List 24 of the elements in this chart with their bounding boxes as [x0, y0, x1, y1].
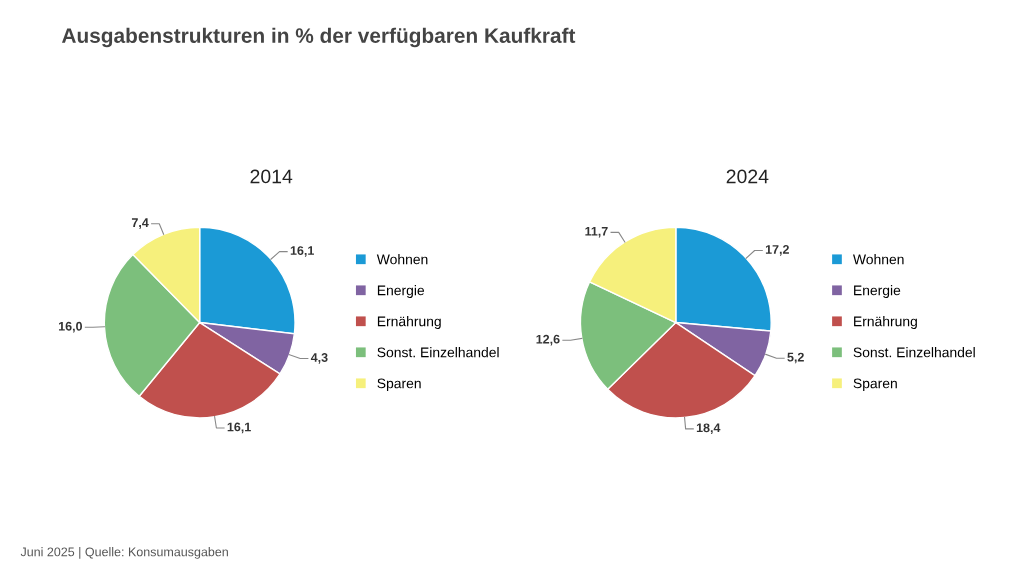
text: Juni 2025 | Quelle: Konsumausgaben: [20, 547, 228, 559]
legend-label: Sonst. Einzelhandel: [377, 347, 499, 358]
legend-label: Sonst. Einzelhandel: [853, 347, 975, 358]
data-label: 12,6: [536, 334, 560, 346]
legend-label: Sparen: [853, 378, 897, 392]
data-label: 4,3: [310, 353, 328, 364]
data-label: 16,1: [290, 246, 314, 257]
data-label: 11,7: [585, 226, 608, 238]
chart-title: 2024: [726, 169, 769, 184]
data-label: 16,0: [58, 321, 83, 333]
text: Ausgabenstrukturen in % der verfügbaren Kaufkraft: [61, 27, 576, 48]
legend-label: Wohnen: [376, 254, 428, 265]
data-label: 16,1: [227, 422, 251, 434]
legend-label: Ernährung: [854, 316, 917, 330]
data-label: 5,2: [787, 352, 804, 364]
legend-label: Ernährung: [377, 316, 441, 330]
data-label: 18,4: [696, 423, 721, 435]
legend-label: Wohnen: [853, 254, 904, 265]
legend-label: Sparen: [377, 378, 421, 392]
legend-label: Energie: [854, 285, 901, 299]
legend-label: Energie: [377, 285, 425, 299]
chart-title: 2014: [250, 169, 293, 184]
data-label: 7,4: [131, 218, 149, 229]
data-label: 17,2: [765, 245, 789, 256]
